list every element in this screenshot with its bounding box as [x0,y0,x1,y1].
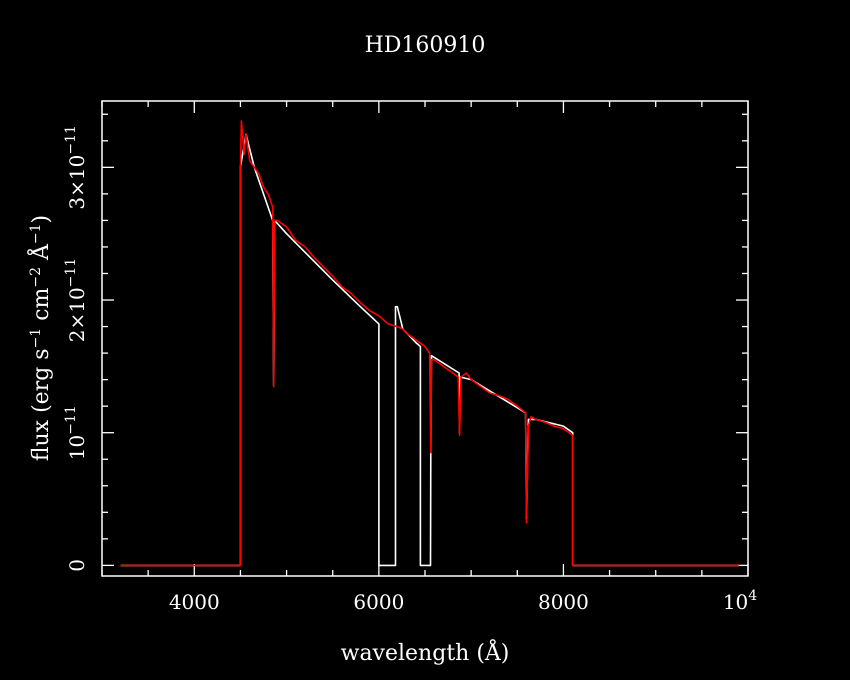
x-tick-label: 8000 [538,590,589,614]
y-axis-label: flux (erg s−1 cm−2 Å−1) [26,215,54,461]
spectrum-series-2 [120,120,739,567]
y-tick-label: 10−11 [63,405,89,460]
y-tick-labels: 0 10−11 2×10−11 3×10−11 [63,125,89,572]
spectrum-series-1 [120,133,739,567]
series-layer [120,120,739,567]
x-tick-label: 104 [723,588,757,614]
y-tick-label: 3×10−11 [63,125,89,209]
y-tick-label: 0 [65,559,89,572]
x-tick-label: 4000 [169,590,220,614]
x-tick-labels: 4000 6000 8000 104 [169,588,757,614]
y-tick-label: 2×10−11 [63,258,89,342]
chart-title: HD160910 [365,33,486,58]
x-tick-label: 6000 [353,590,404,614]
plot-frame [101,100,749,577]
x-axis-label: wavelength (Å) [341,638,510,666]
axis-ticks [101,101,749,576]
